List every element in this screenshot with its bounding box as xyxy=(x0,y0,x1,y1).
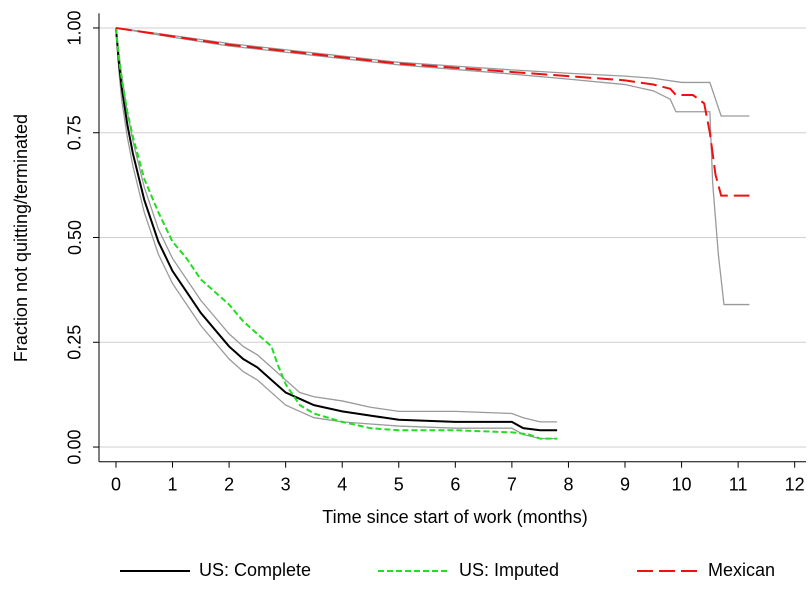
confidence-band xyxy=(115,27,558,440)
x-tick-label: 8 xyxy=(563,474,573,494)
legend-label: US: Imputed xyxy=(459,560,559,580)
confidence-band xyxy=(115,27,558,423)
x-tick-label: 2 xyxy=(224,474,234,494)
legend-label: US: Complete xyxy=(199,560,311,580)
y-tick-label: 0.00 xyxy=(65,430,85,465)
y-tick-label: 1.00 xyxy=(65,10,85,45)
y-tick-label: 0.25 xyxy=(65,325,85,360)
x-tick-label: 0 xyxy=(111,474,121,494)
x-tick-label: 12 xyxy=(785,474,805,494)
x-tick-label: 11 xyxy=(729,474,748,494)
series-line xyxy=(114,27,558,432)
series-line xyxy=(114,27,558,440)
x-tick-label: 7 xyxy=(507,474,517,494)
confidence-band xyxy=(115,27,750,117)
y-axis-label: Fraction not quitting/terminated xyxy=(11,114,31,362)
x-tick-label: 1 xyxy=(168,474,178,494)
x-tick-label: 4 xyxy=(337,474,347,494)
x-tick-label: 6 xyxy=(450,474,460,494)
x-axis-label: Time since start of work (months) xyxy=(322,507,587,527)
x-tick-label: 9 xyxy=(620,474,630,494)
series-line xyxy=(115,26,750,197)
confidence-band xyxy=(115,27,750,306)
legend-label: Mexican xyxy=(708,560,775,580)
y-tick-label: 0.50 xyxy=(65,220,85,255)
x-tick-label: 3 xyxy=(281,474,291,494)
y-tick-label: 0.75 xyxy=(65,115,85,150)
x-tick-label: 10 xyxy=(672,474,692,494)
x-tick-label: 5 xyxy=(394,474,404,494)
